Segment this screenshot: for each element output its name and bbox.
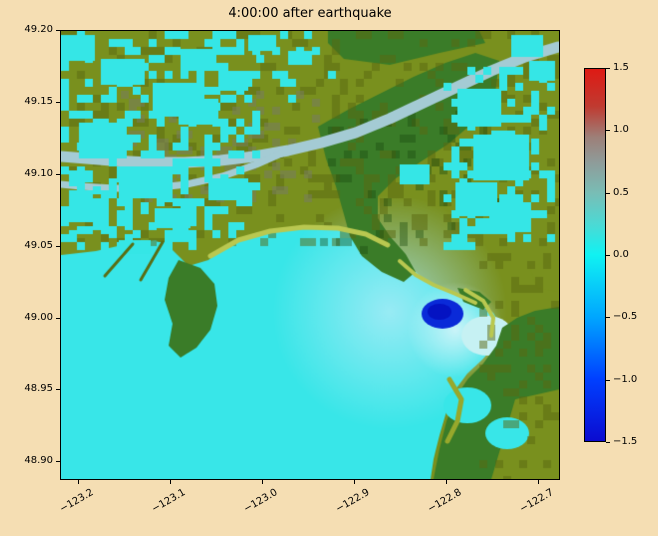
y-tick-mark bbox=[56, 461, 60, 463]
x-tick-label: −122.8 bbox=[425, 487, 464, 516]
y-tick-label: 48.90 bbox=[24, 455, 53, 467]
x-tick-mark bbox=[537, 480, 539, 484]
colorbar-tick-mark bbox=[606, 255, 610, 256]
y-tick-label: 49.00 bbox=[24, 311, 53, 323]
colorbar-tick-label: 1.5 bbox=[613, 62, 629, 73]
x-tick-label: −122.7 bbox=[517, 487, 556, 516]
x-tick-label: −123.1 bbox=[150, 487, 188, 516]
colorbar-tick-mark bbox=[606, 442, 610, 443]
colorbar-tick-label: −0.5 bbox=[613, 311, 638, 323]
colorbar bbox=[584, 68, 606, 442]
colorbar-tick-label: 0.5 bbox=[613, 186, 629, 198]
y-tick-label: 49.20 bbox=[24, 24, 53, 35]
colorbar-tick-label: −1.5 bbox=[613, 436, 638, 447]
colorbar-tick-label: −1.0 bbox=[613, 373, 638, 385]
x-tick-mark bbox=[170, 480, 172, 484]
y-tick-mark bbox=[56, 101, 60, 103]
colorbar-tick-mark bbox=[606, 317, 610, 319]
colorbar-tick-label: 0.0 bbox=[613, 249, 629, 260]
x-tick-label: −123.2 bbox=[58, 487, 96, 516]
colorbar-tick-mark bbox=[606, 68, 610, 69]
colorbar-tick-mark bbox=[606, 130, 610, 132]
y-tick-label: 48.95 bbox=[24, 383, 53, 395]
map-canvas bbox=[61, 31, 559, 479]
x-tick-label: −123.0 bbox=[242, 487, 280, 516]
y-tick-mark bbox=[56, 30, 60, 31]
x-tick-mark bbox=[262, 480, 264, 484]
colorbar-tick-mark bbox=[606, 379, 610, 381]
y-tick-mark bbox=[56, 389, 60, 391]
y-tick-mark bbox=[56, 245, 60, 247]
y-tick-label: 49.10 bbox=[24, 167, 53, 179]
x-tick-mark bbox=[354, 480, 356, 484]
x-tick-label: −122.9 bbox=[334, 487, 372, 516]
x-tick-mark bbox=[446, 480, 447, 484]
chart-title: 4:00:00 after earthquake bbox=[228, 6, 392, 21]
x-tick-mark bbox=[78, 480, 80, 484]
y-tick-label: 49.05 bbox=[24, 239, 53, 251]
colorbar-tick-label: 1.0 bbox=[613, 124, 629, 136]
y-tick-label: 49.15 bbox=[24, 95, 53, 107]
plot-area bbox=[60, 30, 560, 480]
colorbar-tick-mark bbox=[606, 192, 610, 194]
y-tick-mark bbox=[56, 173, 60, 175]
y-tick-mark bbox=[56, 317, 60, 319]
